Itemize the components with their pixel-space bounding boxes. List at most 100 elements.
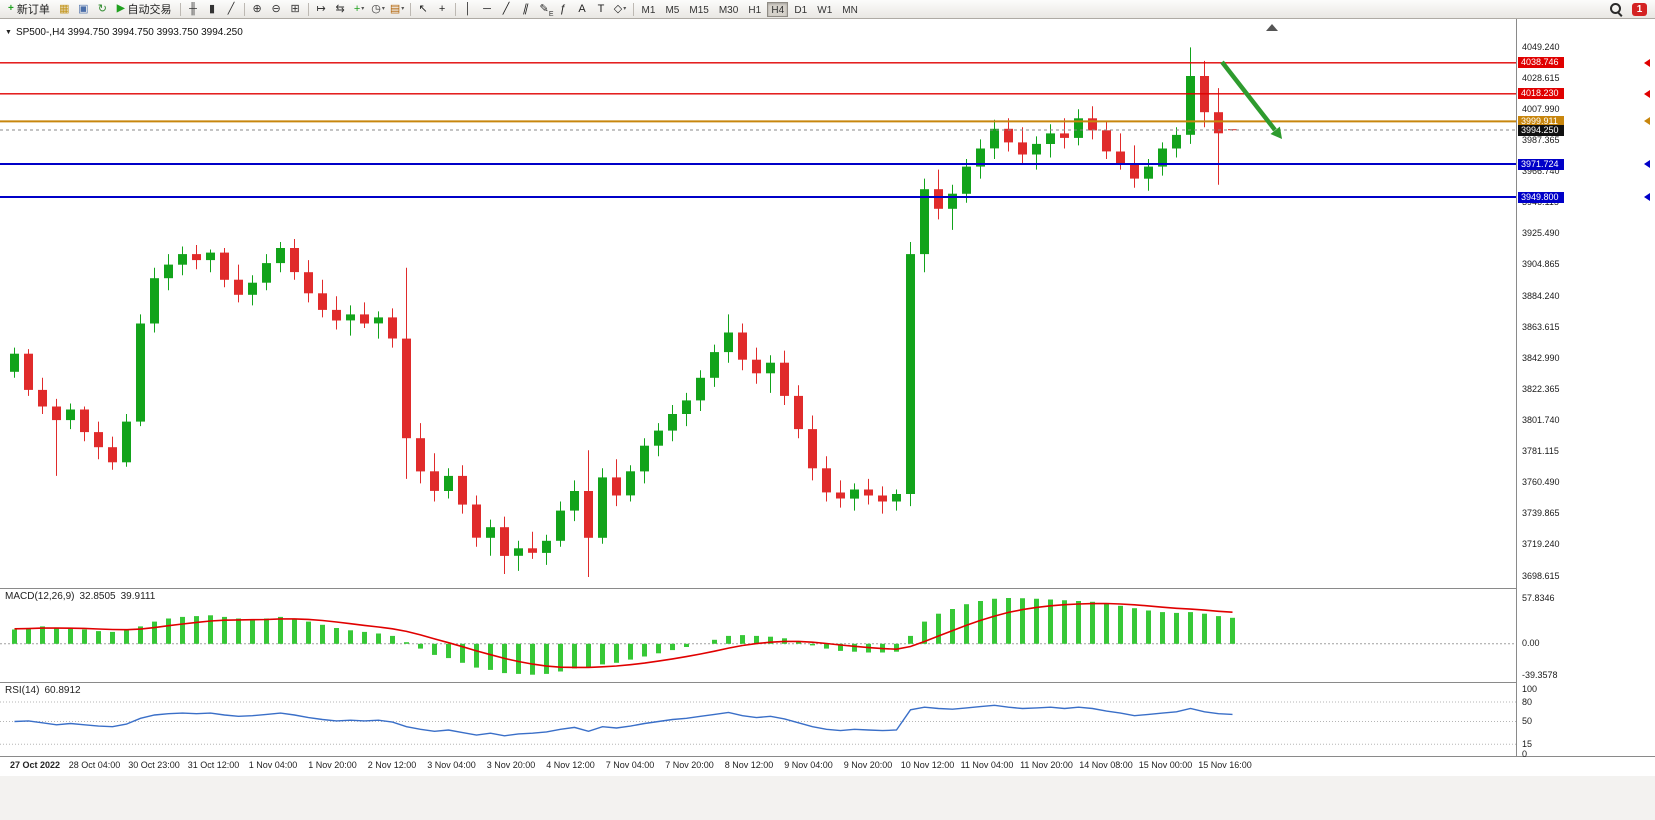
candle-body xyxy=(598,477,607,538)
rsi-axis-label: 50 xyxy=(1522,716,1533,726)
label-icon[interactable]: T xyxy=(592,1,611,18)
candle-body xyxy=(570,491,579,511)
line-right-marker-icon xyxy=(1644,58,1650,67)
chart-candles-icon[interactable]: ▮ xyxy=(203,1,222,18)
rsi-axis-label: 15 xyxy=(1522,738,1533,749)
price-axis[interactable]: 4049.240 4028.615 4007.990 3987.365 3966.740… xyxy=(1517,19,1655,759)
autotrading-button-label: 自动交易 xyxy=(127,4,172,16)
profiles-icon[interactable]: ▣ xyxy=(74,1,93,18)
line-right-marker-icon xyxy=(1644,117,1650,126)
candle-body xyxy=(738,332,747,360)
autoscroll-icon[interactable]: ↦ xyxy=(312,1,331,18)
equidistant-channel-icon[interactable]: ✎ E xyxy=(535,1,554,18)
candle-body xyxy=(318,293,327,310)
search-icon[interactable] xyxy=(1609,2,1623,16)
equidistant-channel-icon-sub: E xyxy=(548,10,554,18)
templates-icon[interactable]: ▤ ▾ xyxy=(388,1,407,18)
profiles-icon-glyph: ▣ xyxy=(78,2,89,15)
price-line-badge: 3999.911 xyxy=(1518,115,1564,127)
channel-icon[interactable]: ∥ xyxy=(516,1,535,18)
timeframe-h4-button[interactable]: H4 xyxy=(767,1,789,17)
refresh-icon[interactable]: ↻ xyxy=(93,1,112,18)
timeframe-mn-button[interactable]: MN xyxy=(842,4,858,16)
chart-bars-icon[interactable]: ╫ xyxy=(184,1,203,18)
crosshair-icon-glyph: + xyxy=(438,2,446,15)
fibonacci-icon[interactable]: ƒ xyxy=(554,1,573,18)
chart-shift-marker-icon[interactable] xyxy=(1266,24,1278,31)
timeframe-m5-button[interactable]: M5 xyxy=(665,4,680,16)
chart-shift-icon[interactable]: ⇆ xyxy=(331,1,350,18)
zoom-out-icon[interactable]: ⊖ xyxy=(267,1,286,18)
time-axis-label: 9 Nov 20:00 xyxy=(843,760,893,770)
time-axis-label: 15 Nov 16:00 xyxy=(1198,760,1252,770)
chart-area: ▼ SP500-,H4 3994.750 3994.750 3993.750 3… xyxy=(0,19,1655,820)
timeframe-w1-button[interactable]: W1 xyxy=(817,4,833,16)
price-axis-label: 4049.240 xyxy=(1522,41,1560,52)
new-order-button[interactable]: + 新订单 xyxy=(3,1,55,18)
price-axis-label: 3925.490 xyxy=(1522,228,1560,239)
macd-panel[interactable] xyxy=(0,589,1516,682)
periods-icon-glyph: ◷ xyxy=(371,2,381,15)
rsi-panel[interactable] xyxy=(0,683,1516,756)
cursor-icon[interactable]: ↖ xyxy=(414,1,433,18)
panel-separator[interactable] xyxy=(0,682,1655,683)
crosshair-icon[interactable]: + xyxy=(433,1,452,18)
new-chart-icon[interactable]: ▦ xyxy=(55,1,74,18)
candle-body xyxy=(1158,148,1167,167)
candle-body xyxy=(1032,143,1041,155)
zoom-in-icon[interactable]: ⊕ xyxy=(248,1,267,18)
candle-body xyxy=(108,447,117,463)
price-axis-label: 3966.740 xyxy=(1522,166,1560,176)
price-axis-label: 3801.740 xyxy=(1522,414,1560,425)
timeframe-m15-button[interactable]: M15 xyxy=(689,4,709,16)
arrow-annotation-line[interactable] xyxy=(1220,60,1277,132)
arrow-annotation-head-icon xyxy=(1270,126,1282,139)
timeframe-m30-button[interactable]: M30 xyxy=(718,4,739,16)
candle-body xyxy=(444,475,453,491)
candle-body xyxy=(752,359,761,374)
price-chart[interactable] xyxy=(0,19,1516,588)
time-axis[interactable]: 27 Oct 2022 28 Oct 04:00 30 Oct 23:00 31 Oc… xyxy=(0,757,1655,776)
candles-series xyxy=(10,47,1237,577)
panel-separator[interactable] xyxy=(0,588,1655,589)
time-axis-label: 27 Oct 2022 xyxy=(9,760,61,770)
timeframe-h1-button[interactable]: H1 xyxy=(748,4,762,16)
periods-icon[interactable]: ◷ ▾ xyxy=(369,1,388,18)
new-chart-icon-glyph: ▦ xyxy=(59,2,70,15)
vertical-line-icon[interactable]: │ xyxy=(459,1,478,18)
timeframe-d1-button[interactable]: D1 xyxy=(794,4,808,16)
candle-body xyxy=(766,362,775,374)
autoscroll-icon-glyph: ↦ xyxy=(316,2,326,15)
axis-separator xyxy=(1516,19,1517,756)
time-axis-label: 1 Nov 20:00 xyxy=(308,760,357,770)
candle-body xyxy=(1214,112,1223,134)
chart-line-icon[interactable]: ╱ xyxy=(222,1,241,18)
candle-body xyxy=(1088,118,1097,131)
candle-body xyxy=(612,477,621,496)
candle-body xyxy=(990,128,999,149)
candle-body xyxy=(850,489,859,499)
horizontal-line-icon[interactable]: ─ xyxy=(478,1,497,18)
text-icon[interactable]: A xyxy=(573,1,592,18)
candle-body xyxy=(724,332,733,353)
price-line-badge: 4018.230 xyxy=(1518,88,1564,100)
candle-body xyxy=(458,475,467,505)
candle-body xyxy=(878,495,887,502)
candle-body xyxy=(1018,142,1027,155)
candle-body xyxy=(626,471,635,496)
indicators-icon[interactable]: + ▾ xyxy=(350,1,369,18)
autotrading-button[interactable]: ▶ 自动交易 xyxy=(112,1,177,18)
candle-body xyxy=(1130,163,1139,179)
fibonacci-icon-glyph: ƒ xyxy=(559,2,567,15)
candle-body xyxy=(780,362,789,396)
price-axis-label: 3842.990 xyxy=(1522,352,1560,363)
rsi-axis-label: 0 xyxy=(1522,748,1528,759)
tile-windows-icon[interactable]: ⊞ xyxy=(286,1,305,18)
dropdown-caret-icon: ▾ xyxy=(401,6,405,12)
candle-body xyxy=(976,148,985,167)
shapes-icon[interactable]: ◇ ▾ xyxy=(611,1,630,18)
trendline-icon[interactable]: ╱ xyxy=(497,1,516,18)
candle-body xyxy=(794,395,803,430)
candle-body xyxy=(164,264,173,279)
timeframe-m1-button[interactable]: M1 xyxy=(641,4,656,16)
